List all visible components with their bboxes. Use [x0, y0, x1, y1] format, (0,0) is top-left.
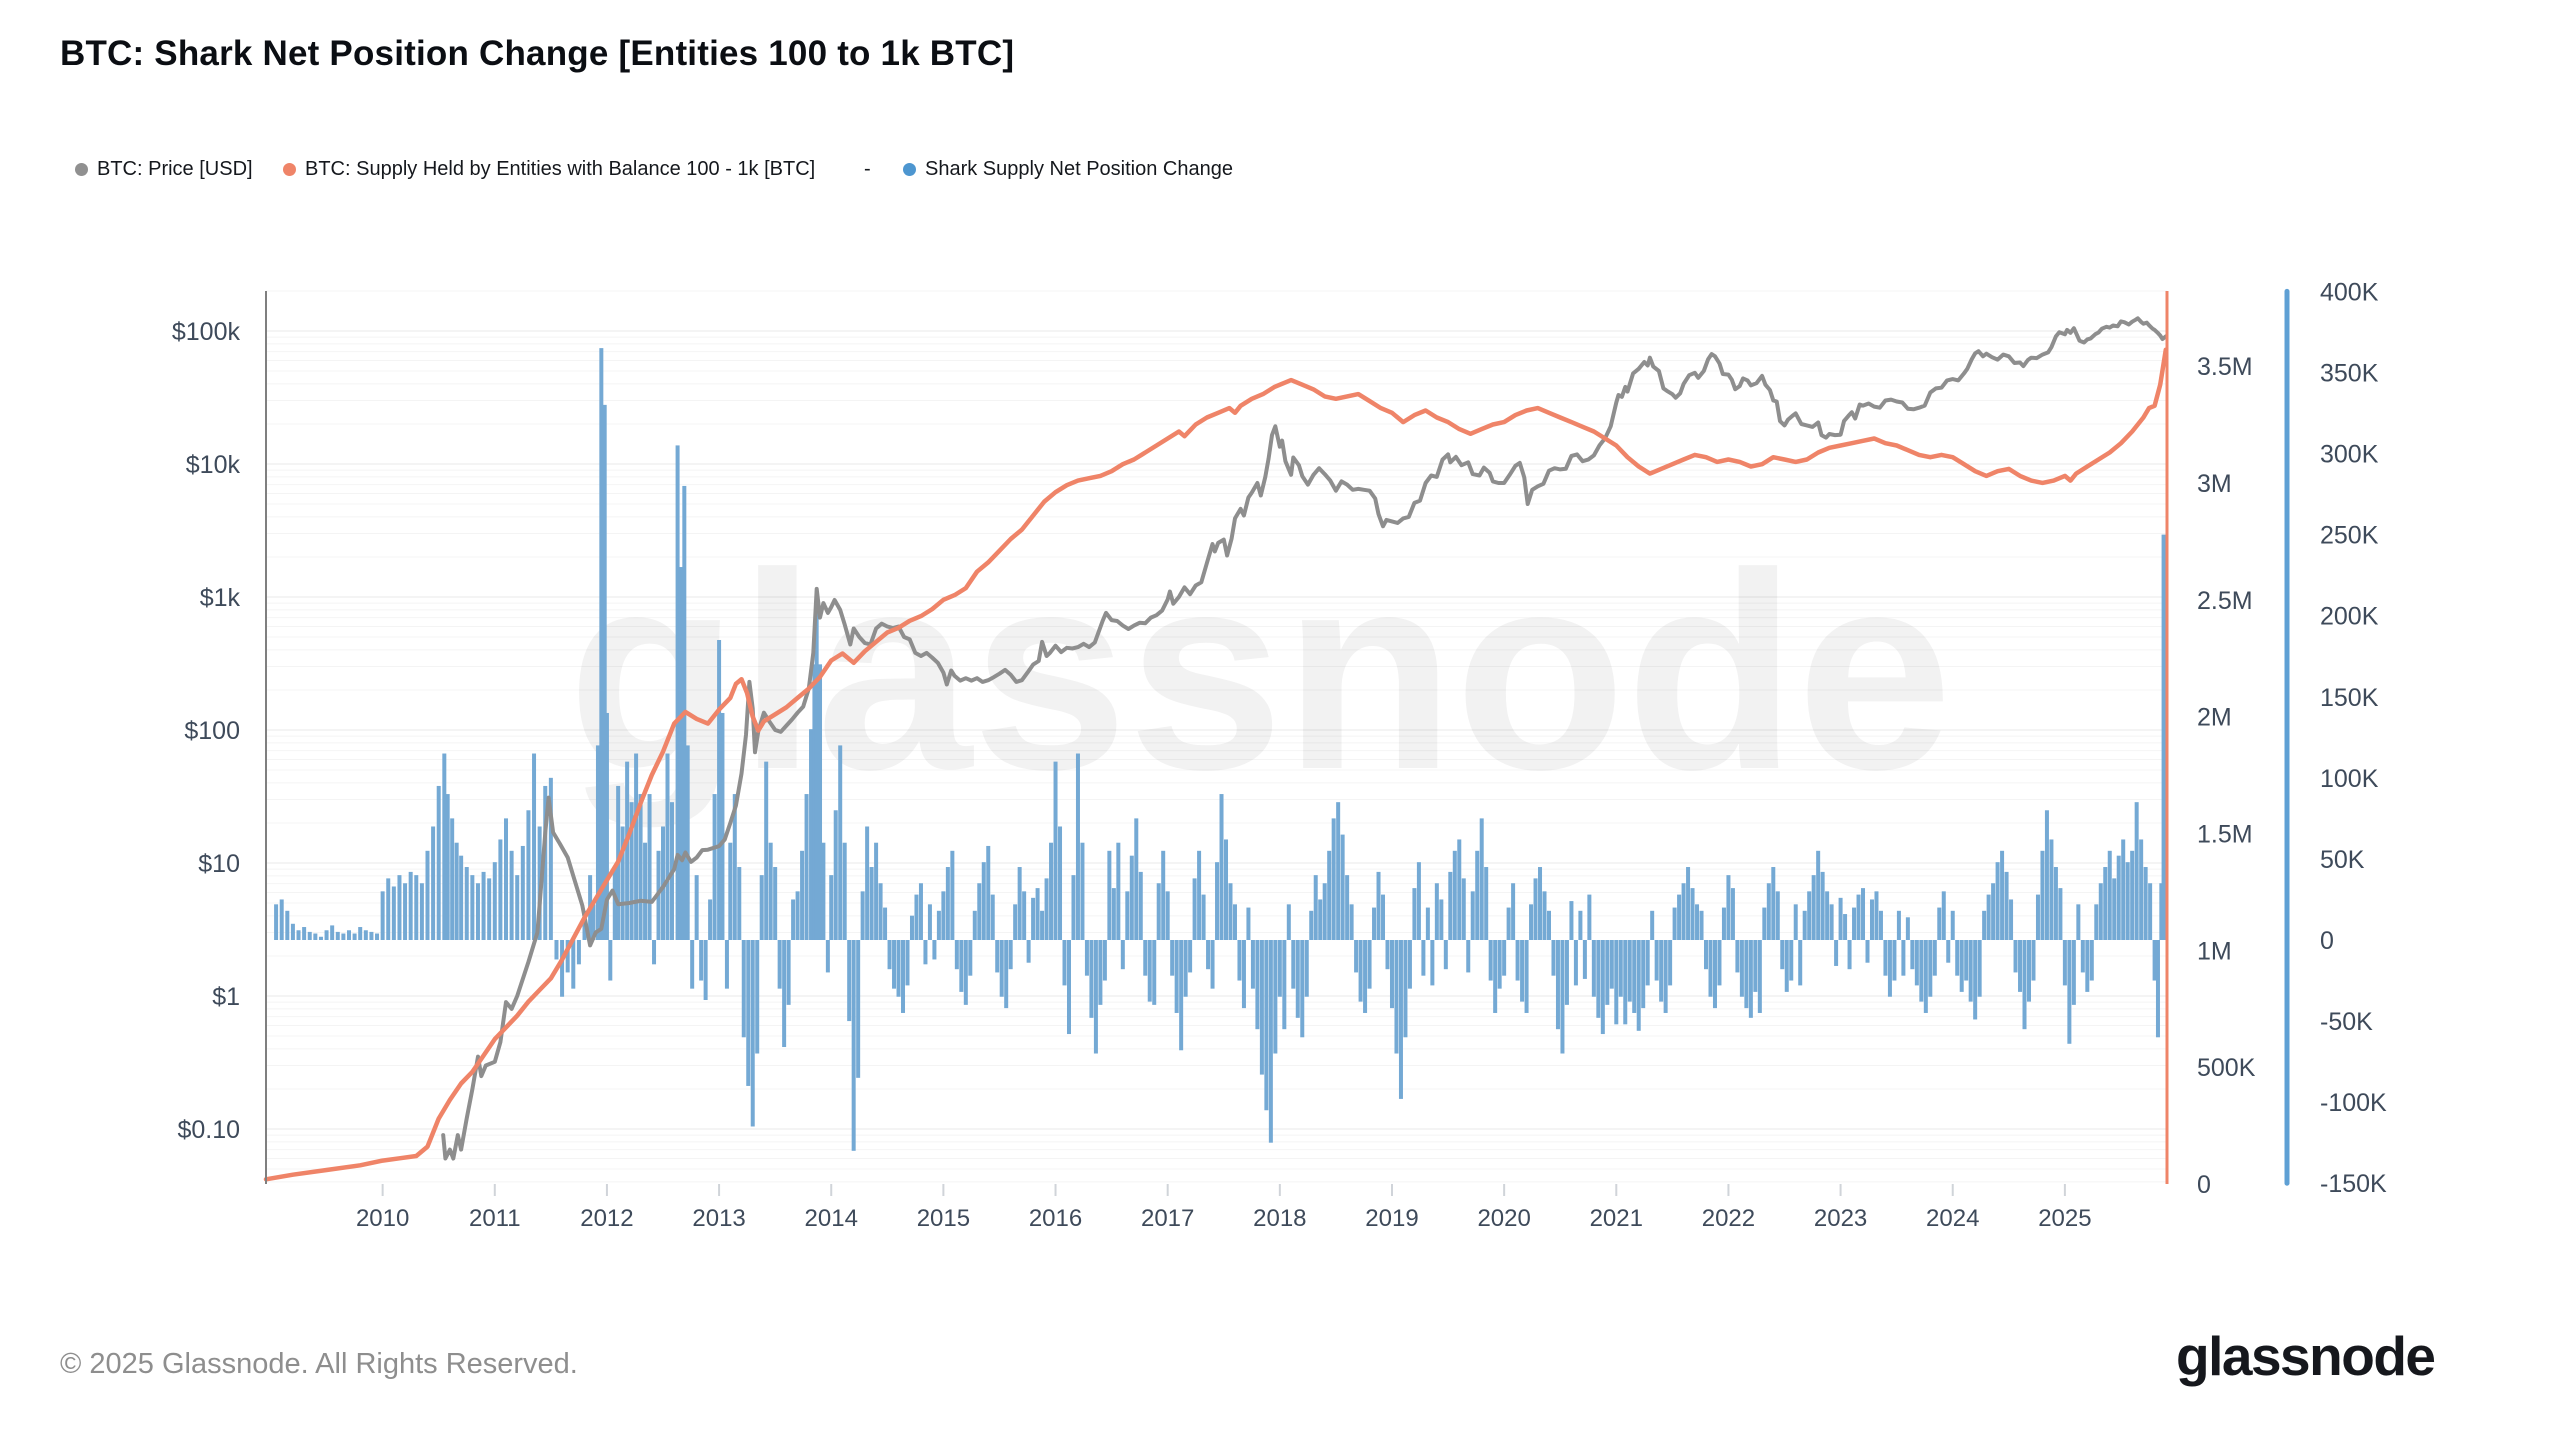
- price-series-dot-icon: [75, 163, 88, 176]
- svg-text:2022: 2022: [1702, 1205, 1755, 1232]
- supply-axis-labels: 3.5M 3M 2.5M 2M 1.5M 1M 500K 0: [2197, 353, 2256, 1199]
- legend-item-net-change-label: Shark Supply Net Position Change: [925, 158, 1233, 180]
- svg-text:3.5M: 3.5M: [2197, 353, 2253, 381]
- svg-text:2015: 2015: [917, 1205, 970, 1232]
- svg-text:350K: 350K: [2320, 359, 2379, 387]
- svg-text:300K: 300K: [2320, 441, 2379, 469]
- svg-text:500K: 500K: [2197, 1054, 2256, 1082]
- net-change-series-dot-icon: [903, 163, 916, 176]
- svg-text:2023: 2023: [1814, 1205, 1867, 1232]
- x-axis-ticks: [381, 1184, 2066, 1196]
- svg-text:0: 0: [2197, 1171, 2211, 1199]
- page-title: BTC: Shark Net Position Change [Entities…: [60, 34, 1015, 73]
- svg-text:2010: 2010: [356, 1205, 409, 1232]
- svg-text:$10: $10: [198, 850, 240, 878]
- legend: BTC: Price [USD] BTC: Supply Held by Ent…: [0, 158, 2560, 188]
- supply-series-dot-icon: [283, 163, 296, 176]
- price-axis-labels: $100k $10k $1k $100 $10 $1 $0.10: [172, 318, 241, 1144]
- svg-text:-100K: -100K: [2320, 1089, 2387, 1117]
- price-line: [441, 316, 2168, 1161]
- legend-item-supply[interactable]: BTC: Supply Held by Entities with Balanc…: [283, 158, 815, 181]
- svg-text:1M: 1M: [2197, 937, 2232, 965]
- svg-text:-150K: -150K: [2320, 1170, 2387, 1198]
- svg-text:2019: 2019: [1365, 1205, 1418, 1232]
- svg-text:$100: $100: [184, 717, 240, 745]
- svg-text:2012: 2012: [580, 1205, 633, 1232]
- svg-text:2011: 2011: [469, 1205, 521, 1232]
- svg-text:2M: 2M: [2197, 704, 2232, 732]
- svg-text:2017: 2017: [1141, 1205, 1194, 1232]
- svg-text:2021: 2021: [1590, 1205, 1643, 1232]
- svg-text:$100k: $100k: [172, 318, 241, 346]
- x-axis-labels: 2010 2011 2012 2013 2014 2015 2016 2017 2018 2019…: [356, 1205, 2092, 1232]
- copyright-text: © 2025 Glassnode. All Rights Reserved.: [60, 1348, 578, 1380]
- svg-text:2013: 2013: [692, 1205, 745, 1232]
- svg-text:1.5M: 1.5M: [2197, 820, 2253, 848]
- svg-text:400K: 400K: [2320, 278, 2379, 306]
- svg-text:3M: 3M: [2197, 470, 2232, 498]
- svg-text:$1: $1: [212, 983, 240, 1011]
- svg-text:2014: 2014: [805, 1205, 858, 1232]
- legend-item-net-change[interactable]: Shark Supply Net Position Change: [903, 158, 1233, 181]
- svg-text:150K: 150K: [2320, 684, 2379, 712]
- svg-text:-50K: -50K: [2320, 1008, 2373, 1036]
- glassnode-watermark: glassnode: [568, 516, 1953, 829]
- svg-text:50K: 50K: [2320, 846, 2365, 874]
- svg-text:2020: 2020: [1477, 1205, 1530, 1232]
- net-axis-labels: 400K 350K 300K 250K 200K 150K 100K 50K 0 -50K -100…: [2320, 278, 2387, 1198]
- supply-line: [263, 347, 2169, 1182]
- legend-separator: -: [864, 158, 871, 180]
- svg-text:200K: 200K: [2320, 603, 2379, 631]
- svg-text:2.5M: 2.5M: [2197, 587, 2253, 615]
- net-position-bars: [274, 348, 2168, 1151]
- svg-text:2024: 2024: [1926, 1205, 1979, 1232]
- glassnode-logo: glassnode: [2176, 1325, 2436, 1387]
- legend-item-supply-label: BTC: Supply Held by Entities with Balanc…: [305, 158, 816, 180]
- svg-text:$0.10: $0.10: [177, 1116, 240, 1144]
- legend-item-price-label: BTC: Price [USD]: [97, 158, 253, 180]
- svg-text:2025: 2025: [2038, 1205, 2091, 1232]
- svg-text:2018: 2018: [1253, 1205, 1306, 1232]
- svg-text:$1k: $1k: [200, 584, 241, 612]
- svg-text:100K: 100K: [2320, 765, 2379, 793]
- svg-text:$10k: $10k: [186, 451, 241, 479]
- svg-text:0: 0: [2320, 927, 2334, 955]
- svg-text:250K: 250K: [2320, 522, 2379, 550]
- svg-text:2016: 2016: [1029, 1205, 1082, 1232]
- legend-item-price[interactable]: BTC: Price [USD]: [75, 158, 253, 181]
